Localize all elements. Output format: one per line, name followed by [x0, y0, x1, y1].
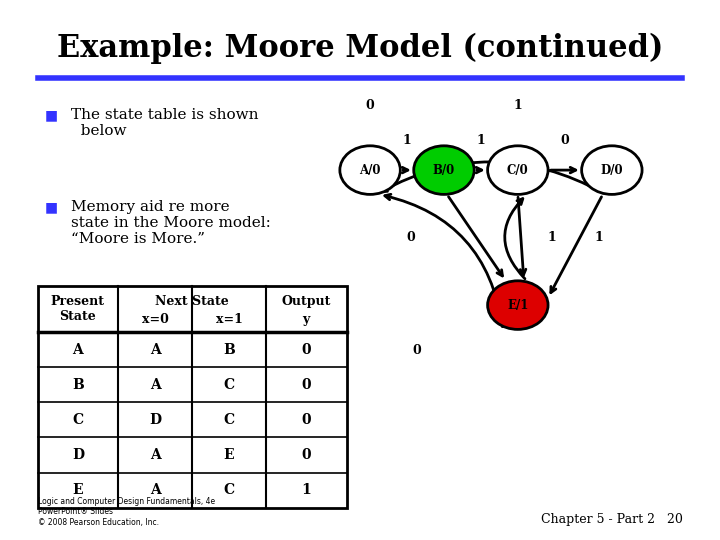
Text: B/0: B/0	[433, 164, 455, 177]
Text: ■: ■	[45, 200, 58, 214]
Text: A: A	[150, 448, 161, 462]
Text: 0: 0	[560, 134, 570, 147]
Circle shape	[582, 146, 642, 194]
Text: y: y	[302, 313, 310, 326]
FancyBboxPatch shape	[37, 286, 346, 508]
Text: 1: 1	[547, 231, 556, 244]
Text: ■: ■	[45, 108, 58, 122]
Text: C: C	[223, 483, 235, 497]
Text: E: E	[224, 448, 234, 462]
Text: 0: 0	[302, 343, 311, 356]
Text: 0: 0	[302, 378, 311, 392]
Text: Logic and Computer Design Fundamentals, 4e
PowerPoint® Slides
© 2008 Pearson Edu: Logic and Computer Design Fundamentals, …	[37, 497, 215, 526]
Text: Example: Moore Model (continued): Example: Moore Model (continued)	[57, 32, 663, 64]
Text: D/0: D/0	[600, 164, 624, 177]
Text: 1: 1	[513, 99, 522, 112]
Text: 1: 1	[402, 134, 411, 147]
Text: Memory aid re more
state in the Moore model:
“Moore is More.”: Memory aid re more state in the Moore mo…	[71, 200, 271, 246]
Text: A: A	[150, 483, 161, 497]
Text: 0: 0	[406, 231, 415, 244]
Circle shape	[340, 146, 400, 194]
Circle shape	[414, 146, 474, 194]
Text: A: A	[73, 343, 84, 356]
Text: C: C	[223, 378, 235, 392]
Text: x=0: x=0	[142, 313, 168, 326]
Text: 0: 0	[366, 99, 374, 112]
Text: 0: 0	[302, 413, 311, 427]
Text: C: C	[223, 413, 235, 427]
Text: A/0: A/0	[359, 164, 381, 177]
Text: D: D	[72, 448, 84, 462]
Text: Next State: Next State	[156, 295, 229, 308]
Text: 1: 1	[594, 231, 603, 244]
Text: x=1: x=1	[215, 313, 243, 326]
Text: B: B	[72, 378, 84, 392]
Text: 1: 1	[477, 134, 485, 147]
Text: B: B	[223, 343, 235, 356]
Text: 1: 1	[302, 483, 311, 497]
Text: A: A	[150, 343, 161, 356]
Text: C/0: C/0	[507, 164, 528, 177]
Circle shape	[487, 281, 548, 329]
Text: Chapter 5 - Part 2   20: Chapter 5 - Part 2 20	[541, 514, 683, 526]
Text: A: A	[150, 378, 161, 392]
Text: E: E	[73, 483, 84, 497]
Text: The state table is shown
  below: The state table is shown below	[71, 108, 258, 138]
Text: C: C	[72, 413, 84, 427]
Text: 0: 0	[413, 345, 421, 357]
Text: D: D	[149, 413, 161, 427]
Circle shape	[487, 146, 548, 194]
Text: Present
State: Present State	[51, 295, 105, 323]
Text: 0: 0	[302, 448, 311, 462]
Text: Output: Output	[282, 295, 331, 308]
Text: E/1: E/1	[507, 299, 528, 312]
